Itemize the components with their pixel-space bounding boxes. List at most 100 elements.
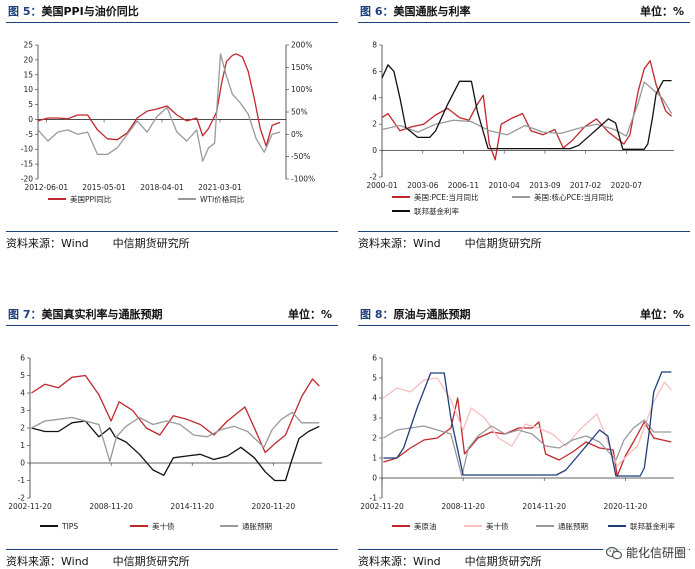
x-tick-label: 2010-04 [488,181,520,190]
legend-entry: 联邦基金利率 [630,521,675,531]
series-line-0 [381,60,673,161]
y-tick-label: 10 [23,85,33,94]
chart-panel-oil-inflation: 图 8：原油与通胀预期 单位：% -1 0 1 2 3 4 5 6 2002-11-20 2008… [358,303,690,568]
panel-title: 图 6：美国通胀与利率 [360,3,470,19]
y-tick-label: -20 [21,175,33,184]
unit-label: 单位：% [639,5,684,18]
y-tick-label: -2 [18,494,26,503]
y2-tick-label: 200% [291,41,312,50]
source-note: 资料来源：Wind 中信期货研究所 [358,549,690,569]
y-tick-label: 5 [28,100,33,109]
chart-panel-inflation-rates: 图 6：美国通胀与利率 单位：% -2 0 2 4 6 8 2000-01 2003-06 20… [358,0,690,250]
y-tick-label: 3 [372,414,377,423]
series-line-2 [381,64,672,150]
source-name: 中信期货研究所 [464,555,542,568]
legend-entry: 美国:PCE:当月同比 [414,192,479,202]
watermark-text: 能化信研圈 [625,546,686,560]
x-tick-label: 2017-02 [570,181,602,190]
panel-header: 图 6：美国通胀与利率 单位：% [358,0,690,23]
x-tick-label: 2000-01 [366,181,398,190]
x-tick-label: 2015-05-01 [82,183,126,192]
chart-inflation-rates: -2 0 2 4 6 8 2000-01 2003-06 2006-11 2010-04 2013-… [366,41,674,216]
x-tick-label: 2006-11 [448,181,480,190]
series-line-1 [37,53,281,162]
chart-real-rate: -2 -1 0 1 2 3 4 5 6 2002-11-20 2008-11-20 2014-11-2… [8,354,322,531]
legend-entry: 美十债 [486,521,509,531]
x-tick-label: 2014-11-20 [170,502,214,511]
y2-tick-label: 0% [291,130,303,139]
series-line-2 [31,411,320,462]
series-line-2 [383,419,672,477]
y-tick-label: -2 [370,173,378,182]
x-tick-label: 2008-11-20 [441,502,485,511]
figure-title: 美国通胀与利率 [393,5,471,18]
y-tick-label: 2 [372,434,377,443]
series-line-3 [383,371,672,477]
legend-entry: 通胀预期 [558,521,588,531]
source-name: 中信期货研究所 [112,237,190,250]
figure-title: 美国真实利率与通胀预期 [41,308,163,321]
legend-entry: WTI价格同比 [200,194,245,204]
panel-title: 图 7：美国真实利率与通胀预期 [8,306,162,322]
y-tick-label: 4 [20,389,25,398]
x-tick-label: 2021-03-01 [198,183,242,192]
chart-oil-inflation: -1 0 1 2 3 4 5 6 2002-11-20 2008-11-20 2014-11-20 2… [360,354,675,532]
y-tick-label: -5 [26,130,34,139]
watermark: 能化信研圈 [602,543,689,562]
unit-label: 单位：% [287,308,332,321]
y-tick-label: 8 [372,41,377,50]
legend-entry: 通胀预期 [242,521,272,531]
legend-entry: 联邦基金利率 [414,206,459,216]
y-tick-label: 0 [28,115,33,124]
x-tick-label: 2003-06 [407,181,439,190]
legend-entry: 美十债 [152,521,175,531]
x-tick-label: 2020-07 [611,181,643,190]
chart-panel-real-rate: 图 7：美国真实利率与通胀预期 单位：% -2 -1 0 1 2 3 4 5 6 2002-11-… [6,303,338,568]
legend-entry: 美国PPI同比 [70,194,112,204]
y-tick-label: 0 [372,474,377,483]
x-tick-label: 2012-06-01 [25,183,69,192]
legend-entry: 美国:核心PCE:当月同比 [534,192,614,202]
series-line-0 [31,420,320,482]
series-line-1 [31,374,320,454]
y2-tick-label: 50% [291,108,308,117]
chart-ppi-oil: -20 -15 -10 -5 0 5 10 15 20 25 -100% -50% 0% 50% 100% 1… [21,41,315,205]
series-line-0 [383,397,672,477]
legend-entry: TIPS [61,522,78,531]
x-tick-label: 2014-11-20 [522,502,566,511]
y2-tick-label: 100% [291,85,312,94]
x-tick-label: 2020-11-20 [252,502,296,511]
y-tick-label: 15 [23,70,33,79]
wechat-icon [605,546,622,559]
y2-tick-label: -100% [291,175,315,184]
panel-header: 图 7：美国真实利率与通胀预期 单位：% [6,303,338,326]
x-tick-label: 2018-04-01 [140,183,184,192]
y-tick-label: -15 [21,160,33,169]
y2-tick-label: -50% [291,152,310,161]
panel-header: 图 8：原油与通胀预期 单位：% [358,303,690,326]
figure-title: 原油与通胀预期 [393,308,471,321]
x-tick-label: 2013-09 [529,181,561,190]
y-tick-label: 6 [20,354,25,363]
y-tick-label: 4 [372,394,377,403]
legend-entry: 美原油 [414,521,437,531]
y-tick-label: 20 [23,55,33,64]
y2-tick-label: 150% [291,63,312,72]
y-tick-label: 3 [20,406,25,415]
source-label: 资料来源：Wind [6,555,89,568]
x-tick-label: 2008-11-20 [89,502,133,511]
source-label: 资料来源：Wind [6,237,89,250]
y-tick-label: -1 [370,494,378,503]
figure-number: 图 8： [360,308,394,321]
y-tick-label: 2 [372,120,377,129]
y-tick-label: 6 [372,354,377,363]
source-name: 中信期货研究所 [464,237,542,250]
series-line-1 [383,377,672,467]
y-tick-label: -10 [21,145,33,154]
figure-number: 图 6： [360,5,394,18]
source-note: 资料来源：Wind 中信期货研究所 [6,231,338,251]
x-tick-label: 2002-11-20 [8,502,52,511]
source-name: 中信期货研究所 [112,555,190,568]
unit-label: 单位：% [639,308,684,321]
chart-panel-ppi-oil: 图 5：美国PPI与油价同比 -20 -15 -10 -5 0 5 10 15 20 25 -100… [6,0,338,250]
